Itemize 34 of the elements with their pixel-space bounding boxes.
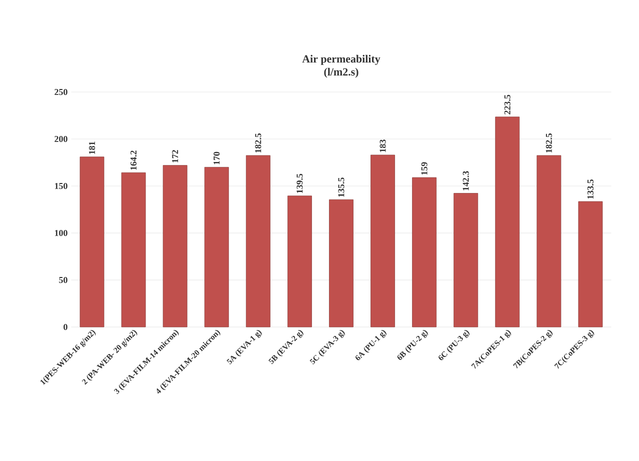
bar (329, 199, 354, 328)
y-tick-label: 50 (59, 276, 68, 284)
y-tick-label: 250 (54, 88, 68, 96)
bar (246, 155, 270, 328)
bar (578, 201, 603, 328)
data-label: 133.5 (587, 179, 594, 199)
data-label: 135.5 (338, 178, 344, 197)
data-label: 142.3 (462, 171, 469, 190)
bar (121, 172, 146, 328)
bar (287, 196, 312, 328)
bar (412, 177, 437, 328)
data-label: 170 (214, 152, 220, 164)
data-label: 139.5 (296, 174, 303, 193)
bar (80, 156, 104, 328)
y-tick-label: 100 (54, 230, 68, 236)
bar (370, 154, 395, 328)
y-tick-label: 150 (54, 182, 68, 190)
bar (536, 155, 562, 328)
chart-subtitle: (l/m2.s) (324, 68, 358, 78)
bar (204, 167, 229, 328)
chart-title: Air permeability (302, 54, 380, 65)
bar (162, 165, 188, 328)
data-label: 159 (421, 162, 428, 175)
bar (454, 193, 478, 328)
data-label: 223.5 (504, 94, 510, 114)
bar (495, 116, 520, 328)
data-label: 164.2 (130, 150, 137, 170)
y-tick-label: 200 (54, 136, 68, 142)
data-label: 172 (172, 150, 178, 162)
data-label: 182.5 (255, 133, 262, 153)
data-label: 182.5 (546, 133, 552, 153)
data-label: 183 (380, 140, 386, 152)
data-label: 181 (88, 142, 96, 154)
y-tick-label: 0 (64, 324, 68, 330)
